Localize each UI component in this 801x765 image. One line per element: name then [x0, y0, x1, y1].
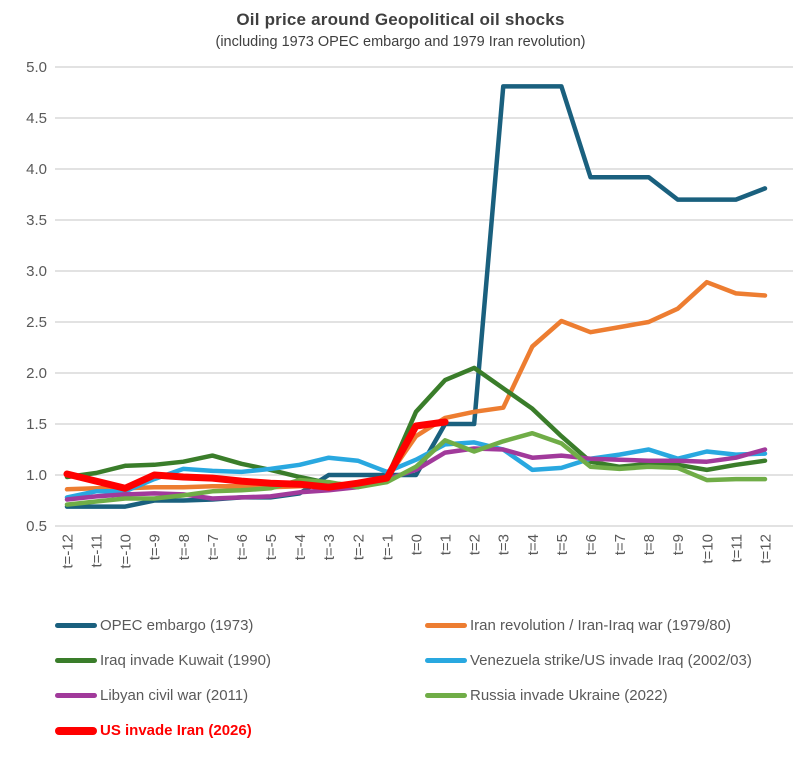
series-line-opec-embargo-1973	[64, 84, 768, 509]
y-axis-tick-label: 3.5	[26, 212, 47, 229]
page-title: Oil price around Geopolitical oil shocks	[236, 10, 565, 29]
legend-item: Iran revolution / Iran-Iraq war (1979/80…	[425, 608, 795, 643]
x-axis-tick-label: t=-12	[60, 534, 77, 569]
legend-label: US invade Iran (2026)	[100, 722, 252, 739]
y-axis-tick-label: 1.5	[26, 416, 47, 433]
x-axis-tick-label: t=3	[496, 534, 513, 555]
x-axis-tick-label: t=2	[467, 534, 484, 555]
x-axis-tick-label: t=-9	[147, 534, 164, 560]
legend-label: Libyan civil war (2011)	[100, 687, 249, 704]
x-axis-tick-label: t=7	[612, 534, 629, 555]
y-axis-tick-label: 1.0	[26, 467, 47, 484]
legend-item: Libyan civil war (2011)	[55, 678, 425, 713]
x-axis-tick-label: t=11	[728, 534, 745, 563]
x-axis-tick-label: t=9	[670, 534, 687, 555]
y-axis-tick-label: 2.5	[26, 314, 47, 331]
series-line-russia-invade-ukraine-2022	[64, 430, 768, 507]
y-axis-tick-label: 4.0	[26, 161, 47, 178]
page-subtitle: (including 1973 OPEC embargo and 1979 Ir…	[215, 34, 586, 50]
legend: OPEC embargo (1973) Iran revolution / Ira…	[55, 608, 795, 748]
y-axis-tick-label: 3.0	[26, 263, 47, 280]
x-axis-tick-label: t=-8	[176, 534, 193, 560]
legend-swatch	[55, 623, 97, 628]
x-axis-tick-label: t=8	[641, 534, 658, 555]
legend-item: Russia invade Ukraine (2022)	[425, 678, 795, 713]
y-axis-tick-label: 2.0	[26, 365, 47, 382]
x-axis-tick-label: t=0	[408, 534, 425, 555]
legend-label: Iran revolution / Iran-Iraq war (1979/80…	[470, 617, 731, 634]
x-axis-tick-label: t=-11	[89, 534, 106, 568]
legend-label: OPEC embargo (1973)	[100, 617, 254, 634]
x-axis-tick-label: t=6	[583, 534, 600, 555]
x-axis-tick-label: t=-7	[205, 534, 222, 560]
series-line-iraq-invade-kuwait-1990	[64, 365, 768, 488]
series-line-us-invade-iran-2026	[63, 418, 449, 492]
legend-swatch	[55, 693, 97, 698]
x-axis-tick-label: t=-1	[379, 534, 396, 560]
legend-label: Russia invade Ukraine (2022)	[470, 687, 668, 704]
legend-label: Venezuela strike/US invade Iraq (2002/03…	[470, 652, 752, 669]
x-axis-tick-label: t=-4	[292, 534, 309, 560]
y-axis-tick-label: 0.5	[26, 518, 47, 535]
legend-item: Venezuela strike/US invade Iraq (2002/03…	[425, 643, 795, 678]
x-axis-tick-label: t=5	[554, 534, 571, 555]
legend-item: Iraq invade Kuwait (1990)	[55, 643, 425, 678]
legend-label: Iraq invade Kuwait (1990)	[100, 652, 271, 669]
legend-item: US invade Iran (2026)	[55, 713, 425, 748]
x-axis-tick-label: t=-10	[118, 534, 135, 569]
y-axis-tick-label: 5.0	[26, 59, 47, 76]
series-line-venezuela-strike-us-invade-iraq-2002-03	[64, 440, 768, 500]
legend-swatch	[425, 623, 467, 628]
x-axis-tick-label: t=4	[525, 534, 542, 555]
x-axis-tick-label: t=-3	[321, 534, 338, 560]
legend-item: OPEC embargo (1973)	[55, 608, 425, 643]
x-axis-tick-label: t=10	[699, 534, 716, 564]
x-axis-tick-label: t=-2	[350, 534, 367, 560]
legend-swatch	[55, 658, 97, 663]
series-line-iran-revolution-iran-iraq-war-1979-80	[64, 279, 768, 492]
legend-swatch	[55, 726, 97, 735]
x-axis-tick-label: t=-6	[234, 534, 251, 560]
legend-swatch	[425, 658, 467, 663]
line-chart: 0.5 1.0 1.5 2.0 2.5 3.0 3.5 4.0 4.5 5.0 t=-12 t=-11…	[26, 59, 793, 569]
legend-swatch	[425, 693, 467, 698]
x-axis-tick-label: t=-5	[263, 534, 280, 560]
y-axis-tick-label: 4.5	[26, 110, 47, 127]
x-axis-tick-label: t=1	[438, 534, 455, 555]
x-axis-tick-label: t=12	[757, 534, 774, 564]
chart-page: { "title": "Oil price around Geopolitica…	[0, 10, 801, 765]
